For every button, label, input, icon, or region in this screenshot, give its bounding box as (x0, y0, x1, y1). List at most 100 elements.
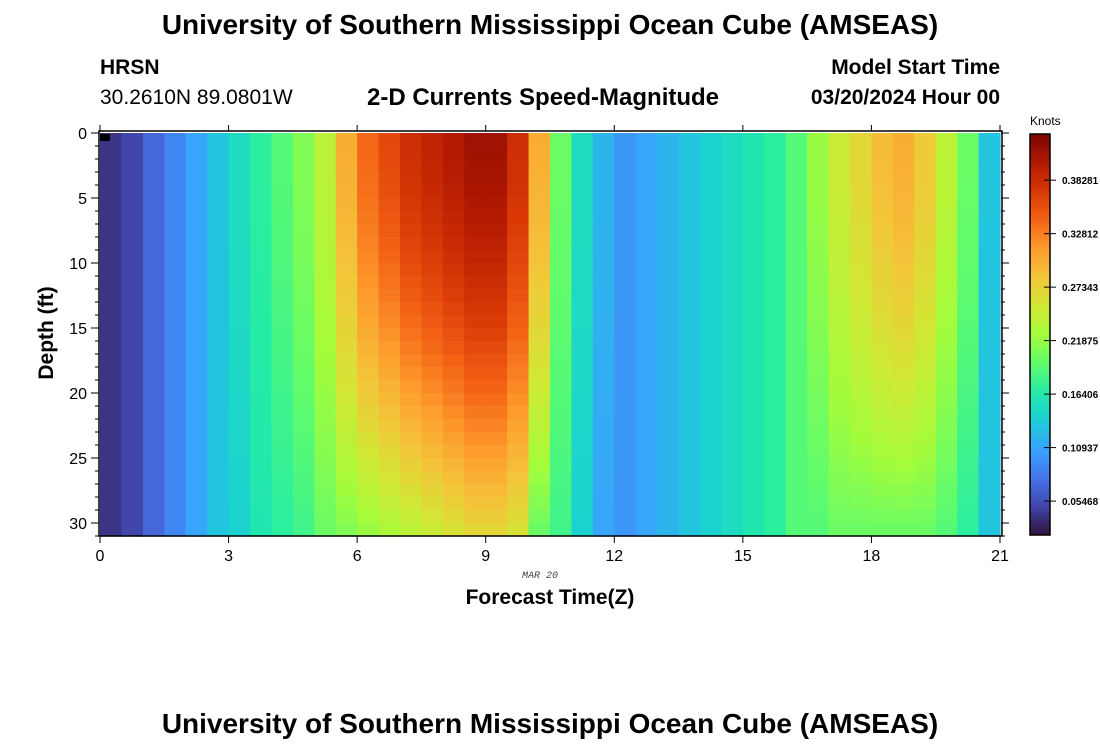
heatmap-cell (250, 510, 273, 524)
heatmap-cell (357, 302, 380, 316)
heatmap-cell (250, 432, 273, 446)
heatmap-cell (764, 237, 787, 251)
heatmap-cell (528, 380, 551, 394)
heatmap-cell (207, 445, 230, 459)
heatmap-cell (721, 263, 744, 277)
heatmap-cell (228, 367, 251, 381)
heatmap-cell (892, 237, 915, 251)
heatmap-cell (228, 393, 251, 407)
heatmap-cell (250, 523, 273, 537)
heatmap-cell (635, 341, 658, 355)
heatmap-cell (764, 250, 787, 264)
heatmap-cell (250, 341, 273, 355)
heatmap-cell (142, 510, 165, 524)
heatmap-cell (957, 185, 980, 199)
heatmap-cell (721, 380, 744, 394)
heatmap-cell (571, 302, 594, 316)
heatmap-cell (442, 289, 465, 303)
heatmap-cell (228, 432, 251, 446)
heatmap-cell (228, 172, 251, 186)
heatmap-cell (721, 432, 744, 446)
heatmap-cell (314, 380, 337, 394)
heatmap-cell (871, 471, 894, 485)
heatmap-cell (100, 315, 123, 329)
heatmap-cell (850, 510, 873, 524)
heatmap-cell (164, 185, 187, 199)
heatmap-cell (550, 471, 573, 485)
heatmap-cell (892, 302, 915, 316)
heatmap-cell (850, 198, 873, 212)
heatmap-cell (700, 159, 723, 173)
heatmap-cell (871, 341, 894, 355)
heatmap-cell (700, 289, 723, 303)
heatmap-cell (335, 224, 358, 238)
heatmap-cell (807, 406, 830, 420)
heatmap-cell (678, 458, 701, 472)
heatmap-cell (485, 211, 508, 225)
heatmap-cell (978, 510, 1001, 524)
heatmap-cell (678, 276, 701, 290)
heatmap-cell (185, 185, 208, 199)
heatmap-cell (292, 237, 315, 251)
heatmap-cell (635, 237, 658, 251)
heatmap-cell (421, 172, 444, 186)
heatmap-cell (957, 250, 980, 264)
heatmap-cell (378, 367, 401, 381)
heatmap-cell (871, 380, 894, 394)
heatmap-cell (507, 523, 530, 537)
heatmap-cell (657, 328, 680, 342)
heatmap-cell (742, 510, 765, 524)
heatmap-cell (378, 133, 401, 147)
heatmap-cell (614, 315, 637, 329)
heatmap-cell (271, 276, 294, 290)
heatmap-cell (978, 432, 1001, 446)
heatmap-cell (335, 445, 358, 459)
heatmap-cell (807, 341, 830, 355)
heatmap-cell (871, 276, 894, 290)
heatmap-cell (785, 250, 808, 264)
heatmap-cell (292, 484, 315, 498)
heatmap-cell (807, 211, 830, 225)
heatmap-cell (850, 523, 873, 537)
heatmap-cell (914, 198, 937, 212)
heatmap-cell (464, 523, 487, 537)
heatmap-cell (464, 341, 487, 355)
heatmap-cell (807, 276, 830, 290)
heatmap-cell (742, 497, 765, 511)
heatmap-cell (721, 367, 744, 381)
heatmap-cell (742, 211, 765, 225)
heatmap-cell (592, 484, 615, 498)
heatmap-cell (614, 302, 637, 316)
heatmap-cell (228, 198, 251, 212)
heatmap-cell (614, 380, 637, 394)
heatmap-cell (657, 380, 680, 394)
heatmap-cell (314, 484, 337, 498)
heatmap-cell (785, 211, 808, 225)
heatmap-cell (142, 445, 165, 459)
heatmap-cell (614, 406, 637, 420)
heatmap-cell (657, 250, 680, 264)
heatmap-cell (592, 341, 615, 355)
heatmap-cell (678, 341, 701, 355)
heatmap-cell (100, 185, 123, 199)
heatmap-cell (271, 406, 294, 420)
heatmap-cell (571, 328, 594, 342)
heatmap-cell (100, 380, 123, 394)
heatmap-cell (742, 302, 765, 316)
heatmap-cell (528, 185, 551, 199)
heatmap-cell (228, 458, 251, 472)
heatmap-cell (635, 445, 658, 459)
heatmap-cell (335, 146, 358, 160)
heatmap-cell (207, 146, 230, 160)
heatmap-cell (507, 315, 530, 329)
heatmap-cell (207, 263, 230, 277)
heatmap-cell (421, 289, 444, 303)
heatmap-cell (271, 211, 294, 225)
heatmap-cell (378, 289, 401, 303)
heatmap-cell (721, 328, 744, 342)
heatmap-cell (807, 224, 830, 238)
heatmap-cell (442, 237, 465, 251)
heatmap-cell (378, 510, 401, 524)
heatmap-cell (571, 432, 594, 446)
heatmap-cell (314, 302, 337, 316)
